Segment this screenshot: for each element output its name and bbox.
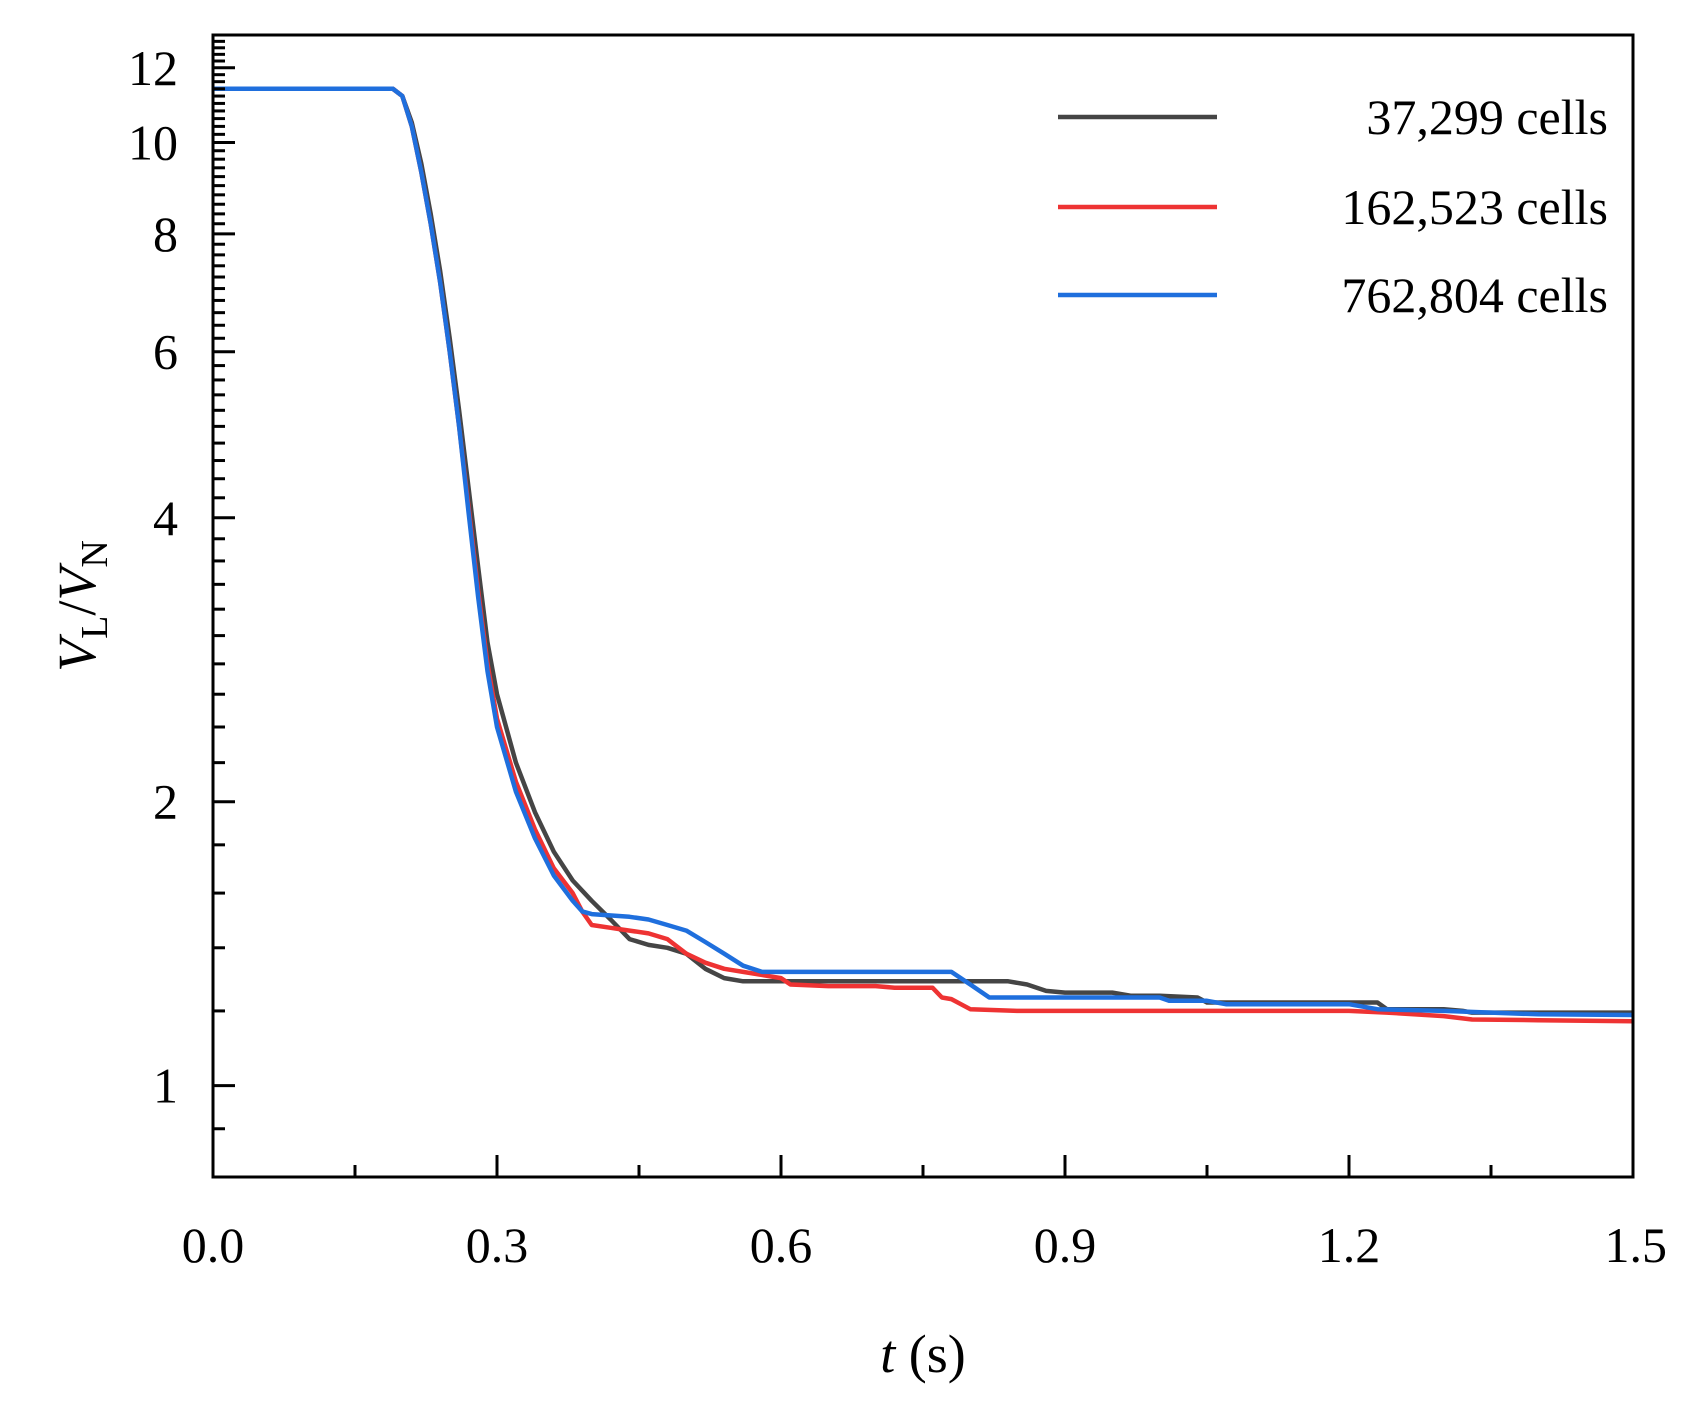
x-tick-label: 1.2 <box>1318 1217 1381 1273</box>
x-axis-unit: (s) <box>895 1324 965 1384</box>
y-axis-denominator: V <box>47 562 107 601</box>
legend-item: 762,804 cells <box>1058 267 1608 323</box>
y-axis-separator: / <box>47 601 107 616</box>
x-tick-label: 0.3 <box>466 1217 529 1273</box>
x-tick-label: 0.9 <box>1034 1217 1097 1273</box>
legend-label: 37,299 cells <box>1366 89 1608 145</box>
y-tick-label: 8 <box>153 206 178 262</box>
legend: 37,299 cells 162,523 cells 762,804 cells <box>1058 89 1608 323</box>
y-tick-label: 12 <box>128 40 178 96</box>
legend-item: 162,523 cells <box>1058 179 1608 235</box>
legend-label: 162,523 cells <box>1341 179 1608 235</box>
y-tick-label: 2 <box>153 774 178 830</box>
y-tick-label: 1 <box>153 1058 178 1114</box>
y-tick-label: 6 <box>153 324 178 380</box>
legend-item: 37,299 cells <box>1058 89 1608 145</box>
y-tick-label: 10 <box>128 114 178 170</box>
x-tick-label: 1.5 <box>1605 1217 1668 1273</box>
series-line-3 <box>213 86 1633 1018</box>
y-axis-title: VL/VN <box>47 540 116 672</box>
legend-label: 762,804 cells <box>1341 267 1608 323</box>
y-axis-numerator: V <box>47 633 107 672</box>
y-axis-denominator-subscript: N <box>74 540 116 567</box>
y-axis-numerator-subscript: L <box>74 616 116 639</box>
series-group <box>213 86 1633 1024</box>
x-tick-label: 0.6 <box>750 1217 813 1273</box>
x-axis-title: t (s) <box>880 1324 966 1384</box>
y-tick-label: 4 <box>153 490 178 546</box>
x-axis-variable: t <box>880 1324 897 1384</box>
x-tick-label: 0.0 <box>182 1217 245 1273</box>
